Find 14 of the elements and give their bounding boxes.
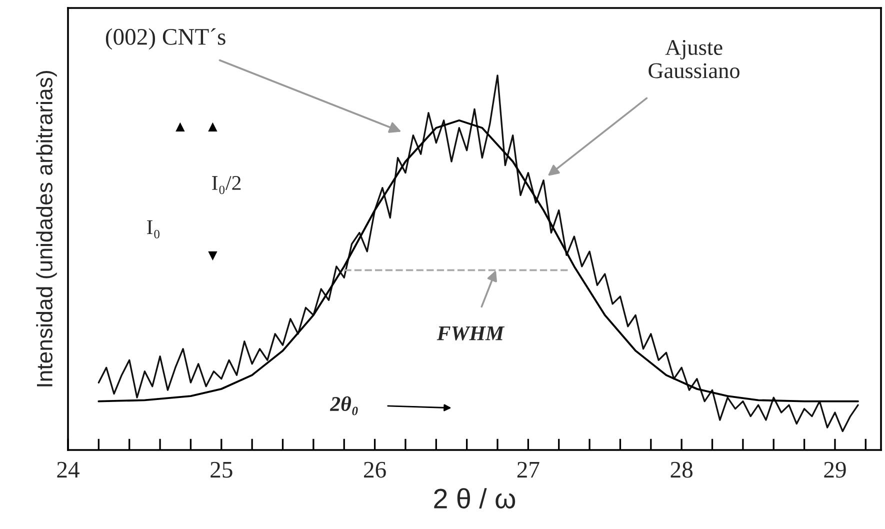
x-tick-label: 27 <box>517 462 540 478</box>
annotation: 2θ₀ <box>330 396 358 416</box>
annotation: FWHM <box>436 326 505 340</box>
y-axis-title: Intensidad (unidades arbitrarias) <box>36 71 57 386</box>
x-tick-label: 29 <box>824 462 846 478</box>
annotation: I₀ <box>147 220 160 238</box>
x-tick-label: 26 <box>364 462 386 478</box>
annotation: Ajuste Gaussiano <box>648 40 740 78</box>
x-axis-title: 2 θ / ω <box>434 488 516 508</box>
annotation: I₀/2 <box>212 176 241 194</box>
x-tick-label: 28 <box>670 462 692 478</box>
x-tick-label: 24 <box>57 462 80 478</box>
text: (002) CNT´s <box>106 28 226 50</box>
x-tick-label: 25 <box>210 462 232 478</box>
